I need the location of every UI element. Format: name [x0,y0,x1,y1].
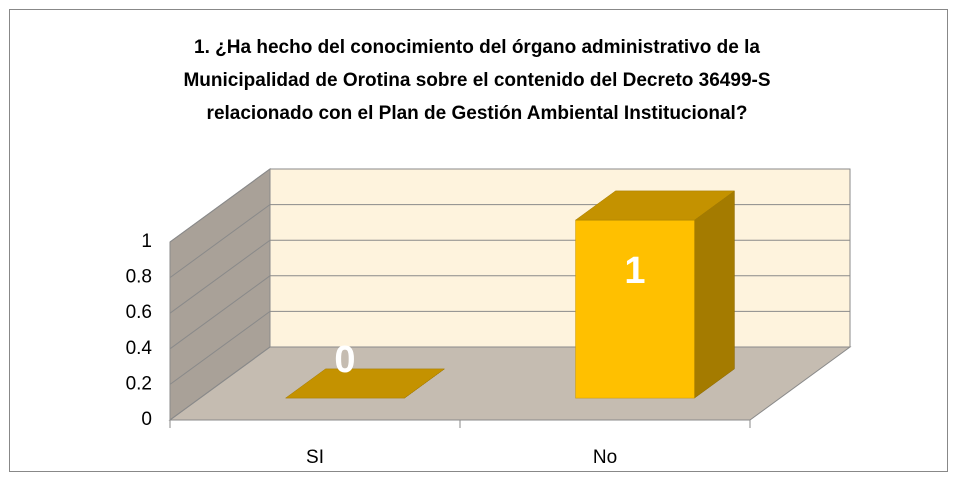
chart-title: Municipalidad de Orotina sobre el conten… [183,70,770,91]
chart-title: 1. ¿Ha hecho del conocimiento del órgano… [194,37,760,58]
bar-side [694,190,735,399]
chart-title: relacionado con el Plan de Gestión Ambie… [207,103,748,124]
bar-top [574,190,736,221]
data-label: 1 [624,250,645,292]
y-tick-label: 0.4 [126,338,153,359]
x-tick-label: SI [306,447,324,468]
back-wall [269,168,851,348]
x-tick-label: No [593,447,617,468]
y-tick-label: 0.8 [126,267,152,288]
bar-top [284,368,446,399]
y-tick-label: 0 [141,409,152,430]
y-tick-label: 1 [141,231,152,252]
floor [168,346,852,421]
y-tick-label: 0.2 [126,373,152,394]
bar [575,219,695,399]
grid-line [169,168,850,243]
data-label: 0 [334,339,355,381]
y-tick-label: 0.6 [126,302,152,323]
